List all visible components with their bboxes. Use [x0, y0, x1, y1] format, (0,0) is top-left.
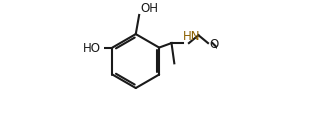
- Text: HO: HO: [82, 42, 100, 55]
- Text: O: O: [210, 37, 219, 50]
- Text: HN: HN: [183, 30, 201, 43]
- Text: OH: OH: [140, 2, 158, 15]
